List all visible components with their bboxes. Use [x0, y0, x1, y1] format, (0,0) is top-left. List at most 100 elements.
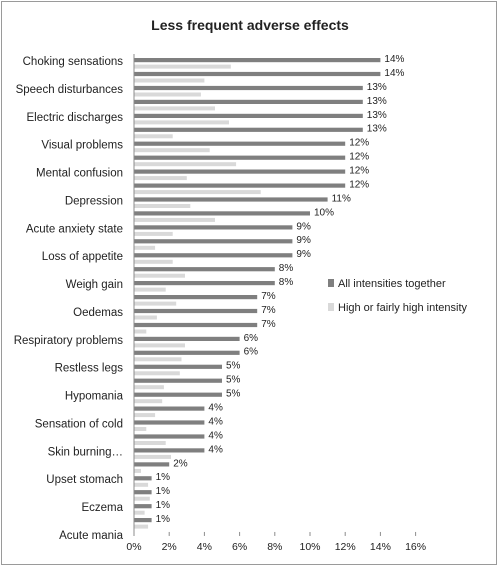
- bar-all-intensities: [134, 378, 222, 383]
- bar-high-intensity: [134, 217, 215, 222]
- x-tick-label: 10%: [299, 541, 320, 553]
- data-label: 14%: [384, 54, 404, 65]
- category-label: Restless legs: [55, 363, 124, 375]
- bar-high-intensity: [134, 329, 147, 334]
- bar-high-intensity: [134, 496, 150, 501]
- chart-title: Less frequent adverse effects: [151, 17, 349, 33]
- category-label: Oedemas: [73, 307, 123, 319]
- bar-high-intensity: [134, 371, 180, 376]
- data-label: 2%: [173, 458, 188, 469]
- bar-all-intensities: [134, 364, 222, 369]
- category-label: Upset stomach: [46, 474, 123, 486]
- bar-high-intensity: [134, 454, 171, 459]
- legend-swatch: [328, 303, 334, 311]
- bar-high-intensity: [134, 524, 149, 529]
- bar-all-intensities: [134, 462, 170, 467]
- bar-high-intensity: [134, 343, 185, 348]
- bar-high-intensity: [134, 134, 173, 139]
- bar-all-intensities: [134, 99, 363, 104]
- data-label: 13%: [367, 96, 387, 107]
- bar-high-intensity: [134, 482, 149, 487]
- bar-all-intensities: [134, 406, 205, 411]
- category-label: Hypomania: [65, 391, 124, 403]
- category-label: Electric discharges: [26, 112, 123, 124]
- bar-all-intensities: [134, 141, 346, 146]
- bar-all-intensities: [134, 350, 240, 355]
- data-label: 13%: [367, 82, 387, 93]
- x-tick-label: 14%: [370, 541, 391, 553]
- bar-all-intensities: [134, 420, 205, 425]
- bar-all-intensities: [134, 308, 258, 314]
- data-label: 9%: [296, 249, 311, 260]
- legend-label: All intensities together: [338, 278, 446, 290]
- category-label: Loss of appetite: [42, 251, 123, 263]
- data-label: 12%: [349, 166, 369, 177]
- bar-high-intensity: [134, 148, 210, 153]
- category-label: Skin burning…: [48, 446, 123, 458]
- data-label: 1%: [156, 514, 171, 525]
- data-label: 5%: [226, 375, 241, 386]
- bar-all-intensities: [134, 211, 310, 216]
- bar-high-intensity: [134, 510, 145, 515]
- data-label: 7%: [261, 305, 276, 316]
- x-tick-label: 12%: [335, 541, 356, 553]
- bar-high-intensity: [134, 413, 156, 418]
- data-label: 4%: [208, 403, 223, 414]
- bar-all-intensities: [134, 336, 240, 341]
- bar-high-intensity: [134, 287, 166, 292]
- bar-all-intensities: [134, 448, 205, 453]
- bar-high-intensity: [134, 273, 185, 278]
- category-label: Eczema: [81, 502, 123, 514]
- data-label: 8%: [279, 277, 294, 288]
- data-label: 6%: [244, 333, 259, 344]
- bar-high-intensity: [134, 204, 191, 208]
- data-label: 11%: [332, 193, 351, 204]
- data-label: 12%: [349, 138, 369, 149]
- category-label: Acute mania: [59, 530, 124, 542]
- data-label: 1%: [156, 472, 171, 483]
- data-label: 4%: [208, 430, 223, 441]
- data-label: 6%: [244, 347, 259, 358]
- bar-all-intensities: [134, 85, 363, 91]
- bar-all-intensities: [134, 267, 275, 272]
- bar-high-intensity: [134, 385, 164, 390]
- bar-high-intensity: [134, 231, 173, 236]
- bar-high-intensity: [134, 92, 201, 97]
- data-label: 1%: [156, 486, 171, 497]
- bar-high-intensity: [134, 357, 182, 362]
- data-label: 8%: [279, 263, 294, 274]
- bar-high-intensity: [134, 259, 173, 264]
- category-label: Speech disturbances: [16, 84, 124, 96]
- data-label: 9%: [296, 235, 311, 246]
- bar-all-intensities: [134, 71, 381, 77]
- bar-all-intensities: [134, 113, 363, 118]
- data-label: 7%: [261, 319, 276, 330]
- legend-label: High or fairly high intensity: [338, 302, 468, 314]
- data-label: 12%: [349, 152, 369, 163]
- category-label: Acute anxiety state: [26, 223, 123, 235]
- data-label: 13%: [367, 124, 387, 135]
- data-label: 10%: [314, 207, 334, 218]
- category-label: Respiratory problems: [14, 335, 124, 347]
- x-tick-label: 2%: [162, 541, 177, 553]
- bar-high-intensity: [134, 78, 205, 83]
- x-tick-label: 16%: [405, 541, 426, 553]
- bar-all-intensities: [134, 155, 346, 160]
- bar-all-intensities: [134, 183, 346, 188]
- bar-all-intensities: [134, 392, 222, 397]
- category-label: Weigh gain: [66, 279, 123, 291]
- bar-all-intensities: [134, 322, 258, 328]
- bar-high-intensity: [134, 120, 229, 125]
- bar-all-intensities: [134, 58, 381, 63]
- bar-all-intensities: [134, 281, 275, 286]
- category-label: Depression: [65, 195, 123, 207]
- bar-high-intensity: [134, 468, 141, 473]
- bar-all-intensities: [134, 504, 152, 509]
- category-label: Sensation of cold: [35, 418, 123, 430]
- x-tick-label: 6%: [232, 541, 247, 553]
- bar-high-intensity: [134, 301, 177, 306]
- data-label: 13%: [367, 110, 387, 121]
- bar-all-intensities: [134, 225, 293, 230]
- x-tick-label: 0%: [126, 541, 141, 553]
